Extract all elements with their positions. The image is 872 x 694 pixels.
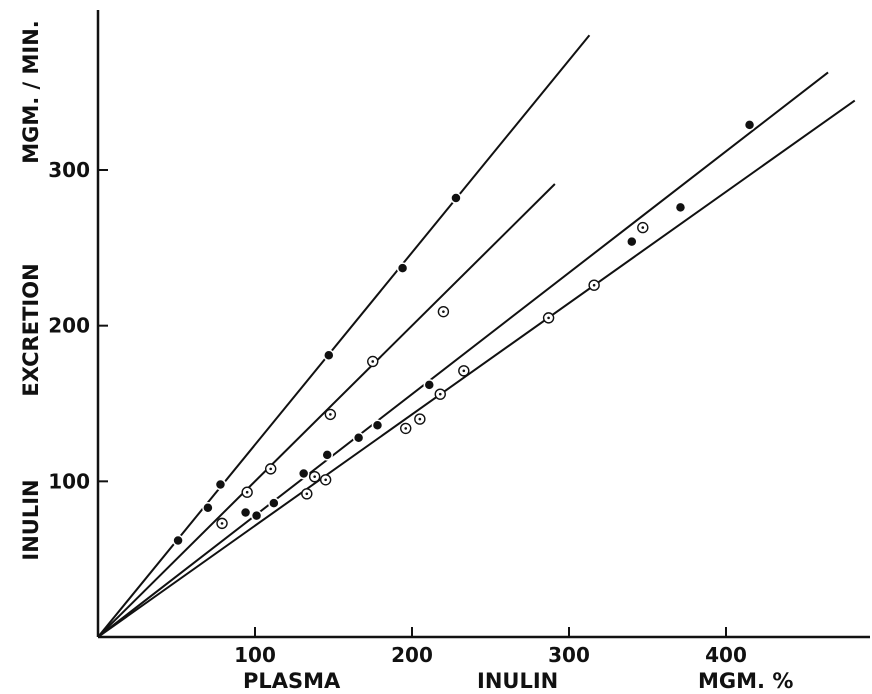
x-axis-label-units: MGM. % xyxy=(698,669,793,693)
regression-lines xyxy=(97,34,856,638)
filled-data-point xyxy=(371,419,384,432)
open-data-point-center xyxy=(324,478,327,482)
regression-line-3 xyxy=(97,71,829,638)
x-axis-label-inulin: INULIN xyxy=(477,669,558,693)
open-data-point-center xyxy=(641,226,645,229)
open-data-point-center xyxy=(592,283,596,287)
filled-data-point xyxy=(323,349,335,361)
open-data-point xyxy=(414,413,426,425)
data-points xyxy=(172,119,756,547)
filled-data-point xyxy=(202,502,214,514)
filled-data-point xyxy=(172,534,184,547)
open-data-point xyxy=(301,488,313,500)
filled-data-point xyxy=(321,449,333,461)
open-data-point-center xyxy=(329,413,332,416)
y-tick-label: 100 xyxy=(48,469,90,493)
open-data-point-center xyxy=(305,492,309,496)
x-tick-label: 300 xyxy=(548,643,590,667)
open-data-point xyxy=(241,486,253,498)
open-data-point xyxy=(434,388,446,400)
open-data-point xyxy=(367,355,379,368)
regression-line-4 xyxy=(97,99,856,638)
open-data-point-center xyxy=(442,310,445,313)
filled-data-point xyxy=(250,509,263,522)
open-data-point-center xyxy=(418,417,422,421)
open-data-point-center xyxy=(547,316,550,320)
x-axis-label-plasma: PLASMA xyxy=(243,669,341,693)
open-data-point xyxy=(216,517,228,530)
x-tick-label: 100 xyxy=(234,643,276,667)
filled-data-point xyxy=(214,478,227,491)
filled-data-point xyxy=(423,379,436,391)
open-data-point xyxy=(319,474,332,486)
open-data-point-center xyxy=(269,467,273,471)
regression-line-1 xyxy=(97,34,591,638)
filled-data-point xyxy=(352,431,365,444)
filled-data-point xyxy=(396,262,409,274)
filled-data-point xyxy=(674,201,687,214)
open-data-point xyxy=(437,305,450,318)
axes xyxy=(96,10,870,639)
y-axis-label-units: MGM. / MIN. xyxy=(19,20,43,164)
y-tick-label: 200 xyxy=(48,314,90,338)
filled-data-point xyxy=(626,235,638,248)
open-data-point xyxy=(542,312,555,324)
y-axis-label-excretion: EXCRETION xyxy=(19,263,43,396)
open-data-point-center xyxy=(245,490,249,494)
open-data-point xyxy=(400,422,412,435)
open-data-point xyxy=(265,463,277,475)
open-data-point-center xyxy=(404,427,408,430)
open-data-point xyxy=(308,470,321,483)
filled-data-point xyxy=(297,467,310,480)
filled-data-point xyxy=(743,119,756,131)
open-data-point xyxy=(458,365,470,377)
open-data-point xyxy=(637,221,649,234)
y-tick-label: 300 xyxy=(48,158,90,182)
open-data-point-center xyxy=(438,392,442,396)
open-data-point-center xyxy=(462,369,466,373)
open-data-point-center xyxy=(371,360,375,363)
open-data-point xyxy=(588,279,600,291)
open-data-point-center xyxy=(220,522,224,525)
filled-data-point xyxy=(268,497,280,509)
y-axis-label-inulin: INULIN xyxy=(19,479,43,560)
open-data-point xyxy=(324,408,337,421)
x-tick-label: 400 xyxy=(705,643,747,667)
open-data-point-center xyxy=(313,475,316,478)
filled-data-point xyxy=(239,506,252,519)
tick-labels: 100 200 300 400 100 200 300 xyxy=(48,158,747,667)
filled-data-point xyxy=(450,192,462,204)
x-tick-label: 200 xyxy=(391,643,433,667)
